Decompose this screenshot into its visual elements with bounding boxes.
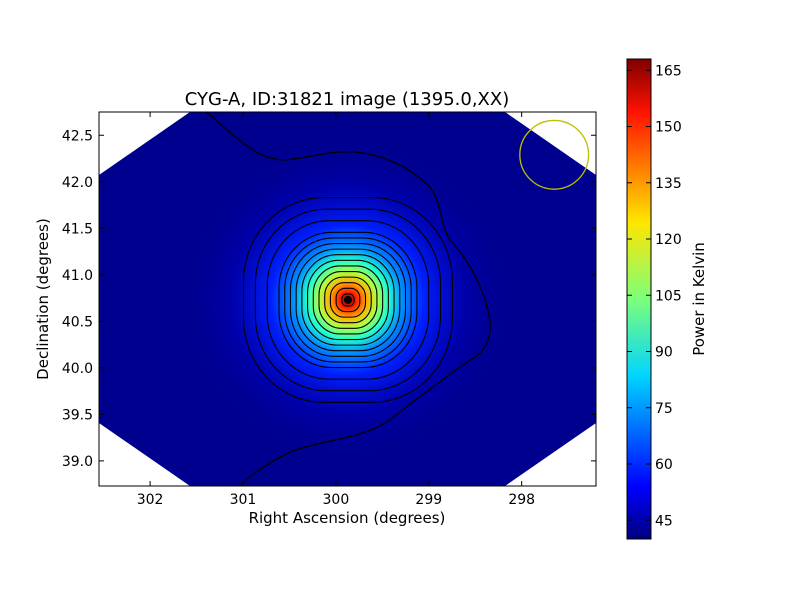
y-tick-label: 40.0 xyxy=(62,361,93,377)
colorbar-tick-label: 45 xyxy=(655,513,673,529)
contour-line xyxy=(341,293,355,307)
contour-line xyxy=(318,270,378,329)
contour-line xyxy=(278,231,418,369)
colorbar-tick-label: 60 xyxy=(655,457,673,473)
x-tick-label: 299 xyxy=(415,492,442,508)
y-tick-label: 41.5 xyxy=(62,221,93,237)
contour-line xyxy=(254,208,442,392)
outer-contour-north xyxy=(205,112,491,486)
chart-title: CYG-A, ID:31821 image (1395.0,XX) xyxy=(185,89,509,110)
y-tick-label: 39.0 xyxy=(62,454,93,470)
y-tick-label: 41.0 xyxy=(62,268,93,284)
y-tick-label: 39.5 xyxy=(62,407,93,423)
x-tick-label: 298 xyxy=(508,492,535,508)
x-ticks: 302 301 300 299 298 xyxy=(137,112,535,508)
contour-line xyxy=(301,254,395,346)
contour-line xyxy=(266,220,430,380)
contour-line xyxy=(295,248,401,352)
colorbar-tick-label: 135 xyxy=(655,176,682,192)
y-tick-label: 40.5 xyxy=(62,314,93,330)
contour-line xyxy=(335,287,361,313)
colorbar-ticks: 45 60 75 90 105 120 135 150 165 xyxy=(627,63,682,529)
contour-line xyxy=(242,196,453,403)
y-tick-label: 42.0 xyxy=(62,175,93,191)
x-tick-label: 301 xyxy=(230,492,257,508)
contour-line xyxy=(284,237,412,363)
colorbar-tick-label: 90 xyxy=(655,345,673,361)
x-axis-label: Right Ascension (degrees) xyxy=(249,509,446,527)
contour-line xyxy=(289,242,407,357)
contour-line xyxy=(324,276,372,324)
x-tick-label: 302 xyxy=(137,492,164,508)
colorbar-tick-label: 105 xyxy=(655,288,682,304)
contour-lines xyxy=(242,196,453,403)
colorbar-tick-label: 150 xyxy=(655,120,682,136)
source-peak xyxy=(343,295,352,304)
plot-frame xyxy=(98,111,597,487)
colorbar-tick-label: 75 xyxy=(655,401,673,417)
colorbar-label: Power in Kelvin xyxy=(690,242,708,356)
colorbar-tick-label: 120 xyxy=(655,232,682,248)
colorbar xyxy=(626,58,652,540)
y-tick-label: 42.5 xyxy=(62,128,93,144)
plot-area xyxy=(99,112,596,486)
contour-line xyxy=(329,282,367,318)
contour-line xyxy=(312,265,384,335)
y-ticks: 39.0 39.5 40.0 40.5 41.0 41.5 42.0 42.5 xyxy=(62,128,596,470)
colorbar-tick-label: 165 xyxy=(655,63,682,79)
x-tick-label: 300 xyxy=(323,492,350,508)
contour-line xyxy=(307,259,389,341)
y-axis-label: Declination (degrees) xyxy=(34,218,52,380)
beam-circle xyxy=(519,119,590,190)
